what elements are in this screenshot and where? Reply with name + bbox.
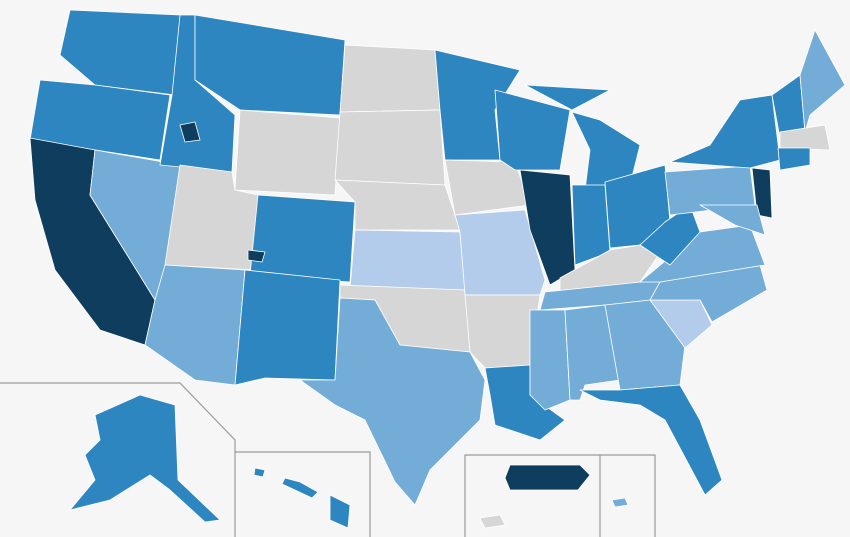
county-idaho	[179, 121, 201, 143]
alaska-inset	[0, 382, 236, 537]
nebraska	[334, 179, 461, 231]
texas	[299, 297, 486, 506]
mississippi	[529, 309, 571, 411]
maine	[799, 29, 846, 133]
massachusetts	[779, 124, 831, 151]
hawaii-west	[253, 467, 266, 478]
connecticut-rhode-island	[777, 147, 811, 171]
inset-frame	[235, 451, 371, 537]
kansas	[349, 229, 466, 291]
wyoming	[234, 109, 341, 196]
hawaii-inset	[235, 451, 371, 537]
hawaii-islands	[281, 477, 319, 499]
inset-frame	[0, 382, 236, 537]
michigan-upper	[524, 84, 611, 111]
new-mexico	[234, 269, 341, 386]
oregon	[29, 79, 171, 161]
north-dakota	[339, 44, 441, 113]
south-dakota	[334, 109, 446, 186]
colorado	[249, 194, 356, 283]
montana	[194, 14, 346, 116]
puerto-rico-inset	[464, 454, 656, 537]
arkansas	[464, 294, 541, 369]
virgin-islands	[611, 497, 629, 508]
georgia	[604, 299, 686, 391]
other-territory	[479, 514, 506, 529]
maryland-delaware	[699, 204, 766, 236]
florida	[579, 384, 723, 496]
hawaii	[329, 494, 351, 529]
wisconsin	[494, 89, 571, 171]
west-virginia	[639, 204, 701, 266]
county-colorado	[247, 249, 266, 263]
inset-frame	[464, 454, 656, 537]
alaska	[69, 394, 221, 523]
states	[29, 9, 846, 506]
puerto-rico	[504, 464, 591, 491]
